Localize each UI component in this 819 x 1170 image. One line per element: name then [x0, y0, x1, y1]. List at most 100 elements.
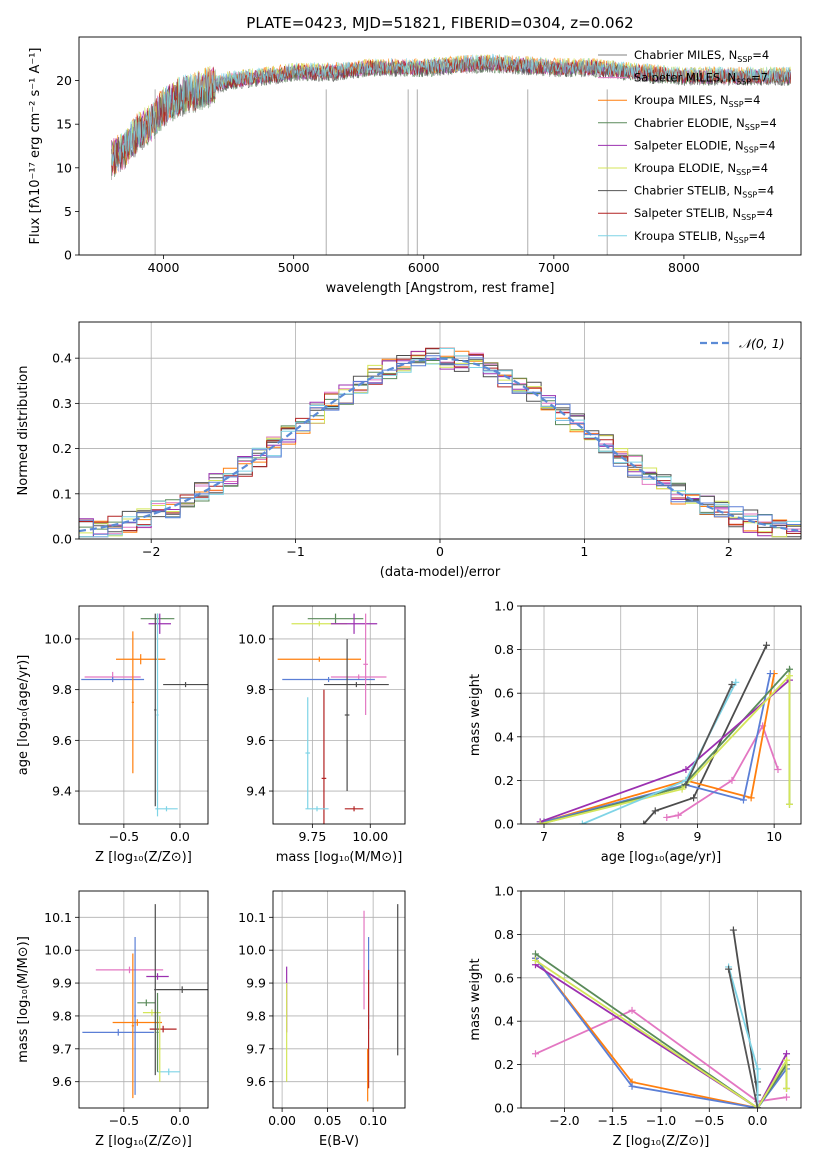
legend-label: Chabrier MILES, NSSP=4 — [634, 48, 769, 64]
x-axis-label: Z [log₁₀(Z/Z⊙)] — [95, 850, 192, 865]
weight-marker — [725, 965, 733, 973]
weight-marker — [732, 678, 740, 686]
plot-area — [82, 904, 208, 1099]
panel-mass-vs-Z: −0.5 0.0 9.6 9.7 9.8 9.9 10.0 10.1 Z [log₁₀(Z/Z⊙… — [16, 890, 209, 1149]
y-tick-label: 15 — [56, 117, 72, 132]
weight-line — [543, 673, 772, 823]
weight-line — [643, 644, 768, 824]
weight-marker — [754, 1104, 762, 1108]
weight-line — [539, 666, 791, 824]
x-tick-label: 5000 — [278, 260, 310, 275]
y-tick-label: 9.6 — [52, 733, 72, 748]
x-tick-label: 9 — [693, 829, 701, 844]
weight-marker — [766, 670, 774, 678]
plot-area — [277, 613, 389, 824]
x-tick-label: −0.5 — [694, 1113, 724, 1128]
axes-frame — [78, 890, 209, 1109]
panel-age-vs-Z: −0.5 0.0 9.4 9.6 9.8 10.0 Z [log₁₀(Z/Z⊙)] age [… — [16, 605, 209, 865]
weight-marker — [663, 813, 671, 821]
x-tick-label: −2 — [142, 544, 160, 559]
weight-line — [539, 679, 791, 823]
x-tick-label: 0.0 — [170, 1113, 190, 1128]
plot-area — [536, 641, 793, 824]
weight-marker — [651, 807, 659, 815]
y-tick-label: 0.2 — [494, 773, 514, 788]
weight-marker — [531, 950, 539, 958]
x-tick-label: 10.00 — [352, 829, 388, 844]
plot-area — [79, 347, 801, 538]
y-axis-label: Flux [fλ10⁻¹⁷ erg cm⁻² s⁻¹ A⁻¹] — [28, 48, 43, 245]
y-tick-label: 10.0 — [238, 943, 266, 958]
y-tick-label: 9.6 — [246, 733, 266, 748]
panel-residual-hist: −2 −1 0 1 2 0.0 0.1 0.2 0.3 0.4 (data-model)/error… — [16, 321, 802, 580]
x-tick-label: −2.0 — [549, 1113, 579, 1128]
weight-marker — [640, 820, 648, 824]
axes-frame — [78, 321, 802, 540]
plot-area — [286, 904, 399, 1102]
weight-line — [535, 959, 788, 1108]
figure-title: PLATE=0423, MJD=51821, FIBERID=0304, z=0… — [246, 14, 633, 32]
y-tick-label: 0 — [64, 248, 72, 263]
weight-marker — [628, 1006, 636, 1014]
y-tick-label: 10.0 — [44, 631, 72, 646]
y-tick-label: 20 — [56, 73, 72, 88]
panel-spectrum: 4000 5000 6000 7000 8000 0 5 10 15 20 wavelength [… — [28, 36, 802, 296]
legend-label: Chabrier STELIB, NSSP=4 — [634, 184, 774, 200]
axes-frame — [272, 890, 406, 1109]
weight-line — [534, 957, 788, 1108]
weight-marker — [774, 766, 782, 773]
legend-label: Kroupa ELODIE, NSSP=4 — [634, 161, 768, 177]
x-tick-label: 1 — [580, 544, 588, 559]
weight-marker — [536, 820, 544, 824]
x-tick-label: 0.10 — [359, 1113, 387, 1128]
weight-marker — [754, 1065, 762, 1073]
weight-marker — [531, 1050, 539, 1058]
x-tick-label: 2 — [725, 544, 733, 559]
y-tick-label: 9.7 — [52, 1041, 72, 1056]
x-axis-label: age [log₁₀(age/yr)] — [601, 850, 722, 865]
x-tick-label: −1 — [286, 544, 304, 559]
histogram-step — [79, 348, 801, 538]
y-tick-label: 9.8 — [246, 682, 266, 697]
y-tick-label: 9.8 — [246, 1008, 266, 1023]
y-tick-label: 9.6 — [52, 1074, 72, 1089]
weight-line — [543, 673, 776, 823]
y-tick-label: 10.1 — [44, 910, 72, 925]
legend-label: Chabrier ELODIE, NSSP=4 — [634, 116, 777, 132]
weight-marker — [531, 956, 539, 964]
weight-marker — [729, 926, 737, 934]
histogram-step — [79, 355, 801, 535]
y-tick-label: 9.4 — [52, 784, 72, 799]
weight-marker — [783, 1084, 791, 1092]
x-tick-label: 4000 — [148, 260, 180, 275]
x-tick-label: 0.0 — [748, 1113, 768, 1128]
y-tick-label: 0.6 — [494, 686, 514, 701]
y-tick-label: 9.7 — [246, 1041, 266, 1056]
axes-frame — [78, 605, 209, 825]
spectrum-line — [111, 53, 791, 172]
y-tick-label: 9.9 — [246, 976, 266, 991]
plot-area — [111, 53, 791, 255]
x-axis-label: wavelength [Angstrom, rest frame] — [326, 281, 555, 296]
y-tick-label: 0.6 — [494, 970, 514, 985]
weight-marker — [578, 820, 586, 824]
y-axis-label: Normed distribution — [16, 366, 31, 496]
weight-marker — [762, 641, 770, 649]
x-tick-label: 8000 — [668, 260, 700, 275]
y-tick-label: 1.0 — [494, 599, 514, 614]
y-tick-label: 0.3 — [52, 396, 72, 411]
axes-frame — [520, 605, 802, 825]
y-tick-label: 0.2 — [52, 441, 72, 456]
y-tick-label: 0.8 — [494, 642, 514, 657]
gaussian-curve — [79, 357, 801, 533]
weight-marker — [728, 776, 736, 784]
y-tick-label: 10.1 — [238, 910, 266, 925]
x-tick-label: 7000 — [538, 260, 570, 275]
x-tick-label: 7 — [540, 829, 548, 844]
y-tick-label: 9.6 — [246, 1074, 266, 1089]
panel-weight-vs-age: 7 8 9 10 0.0 0.2 0.4 0.6 0.8 1.0 age [log₁₀(age/yr… — [468, 599, 802, 865]
plot-area — [81, 613, 208, 817]
x-axis-label: Z [log₁₀(Z/Z⊙)] — [95, 1134, 192, 1149]
weight-marker — [783, 1050, 791, 1058]
